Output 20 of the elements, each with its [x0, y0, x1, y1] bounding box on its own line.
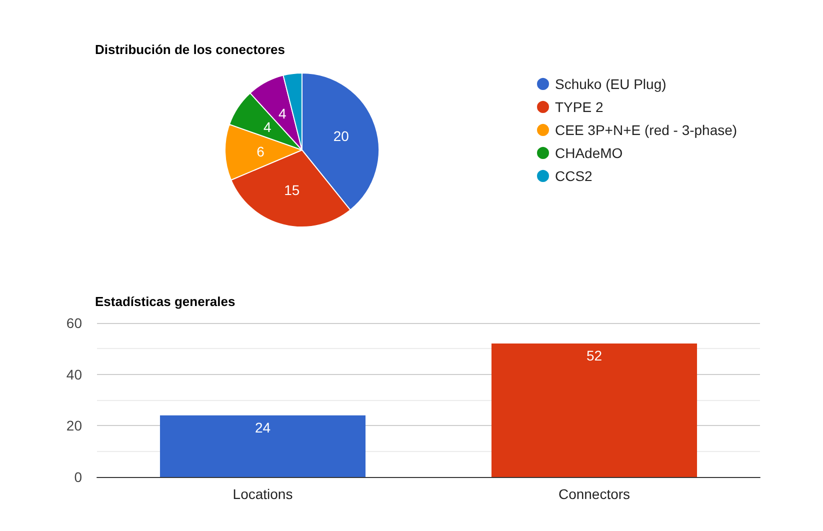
data-label: 20	[333, 128, 350, 144]
data-label: 15	[284, 182, 300, 198]
data-label: 52	[586, 348, 602, 364]
y-tick-label: 60	[66, 315, 82, 331]
data-label: 6	[256, 143, 265, 160]
data-label: 4	[278, 105, 286, 122]
y-tick-label: 40	[66, 366, 82, 382]
legend-label: CEE 3P+N+E (red - 3-phase)	[555, 122, 738, 138]
chart-title: Estadísticas generales	[95, 294, 236, 309]
legend-label: TYPE 2	[555, 99, 604, 115]
data-label: 4	[264, 119, 272, 136]
legend-label: Schuko (EU Plug)	[555, 76, 666, 92]
legend-label: CHAdeMO	[555, 145, 623, 161]
x-tick-label: Locations	[232, 486, 293, 502]
y-tick-label: 20	[66, 418, 82, 434]
chart-title: Distribución de los conectores	[95, 42, 285, 57]
data-label: 24	[254, 419, 271, 436]
legend-label: CCS2	[555, 168, 593, 184]
y-tick-label: 0	[74, 469, 82, 485]
x-tick-label: Connectors	[558, 486, 630, 502]
